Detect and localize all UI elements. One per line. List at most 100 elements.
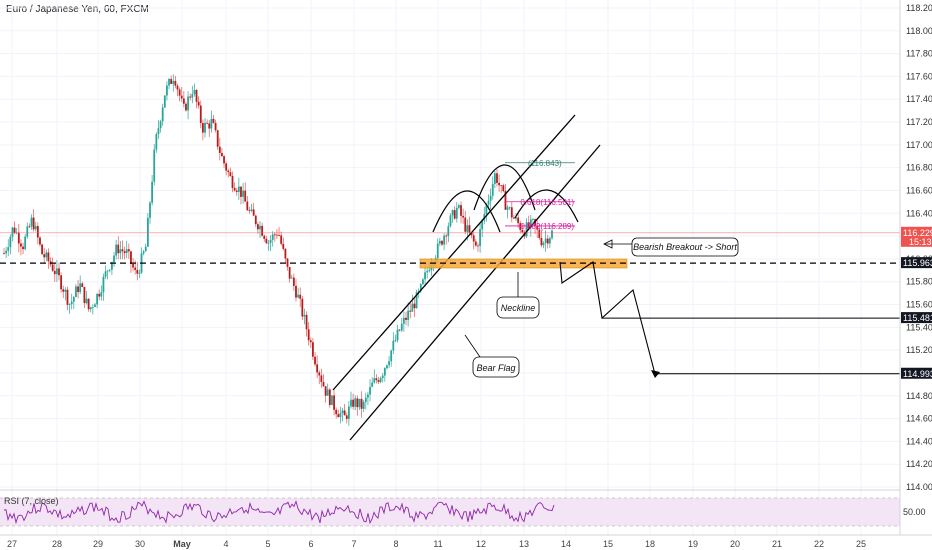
candle-body: [529, 219, 532, 228]
price-tag-label: 115.963: [903, 258, 932, 268]
candle-body: [508, 207, 511, 209]
rsi-panel: RSI (7, close) 50.00: [0, 489, 926, 527]
candle-body: [223, 156, 225, 164]
candle-body: [64, 289, 67, 292]
candle-body: [305, 314, 308, 330]
candle-body: [66, 289, 69, 305]
fib-label: 0.382(116.289): [520, 222, 574, 231]
candle-body: [263, 235, 266, 239]
candle-body: [218, 146, 221, 153]
candle-body: [367, 394, 369, 398]
right-shoulder-arc: [514, 189, 579, 223]
x-tick-label: 19: [688, 539, 698, 549]
candle-body: [426, 271, 429, 273]
candle-body: [519, 223, 522, 230]
candle-body: [455, 207, 458, 219]
candle-body: [70, 301, 73, 305]
candle-body: [273, 234, 276, 236]
candle-body: [136, 269, 139, 274]
candle-body: [231, 175, 234, 189]
candle-body: [134, 267, 137, 270]
candle-body: [250, 209, 253, 211]
candle-body: [153, 149, 156, 182]
candle-body: [417, 291, 420, 293]
candle-body: [79, 283, 82, 293]
candle-body: [178, 89, 181, 96]
candle-body: [460, 205, 462, 216]
y-tick-label: 114.000: [906, 482, 932, 492]
candle-body: [513, 217, 515, 219]
y-tick-label: 117.400: [906, 94, 932, 104]
candle-body: [438, 240, 441, 244]
candle-body: [149, 202, 151, 218]
candle-body: [193, 90, 196, 95]
candle-body: [159, 121, 162, 129]
x-gridlines: [11, 0, 862, 535]
candle-body: [307, 329, 310, 341]
candle-body: [191, 94, 194, 98]
x-tick-label: 30: [135, 539, 145, 549]
candle-body: [195, 90, 198, 102]
candle-body: [341, 410, 344, 414]
candle-body: [210, 118, 213, 129]
candle-body: [24, 236, 27, 250]
candle-body: [72, 296, 75, 302]
candle-body: [53, 270, 56, 275]
candle-body: [30, 217, 33, 227]
candle-body: [470, 232, 473, 236]
candle-body: [144, 246, 147, 252]
neckline-label: Neckline: [501, 303, 536, 313]
candle-body: [464, 217, 467, 232]
candle-body: [68, 304, 71, 305]
candle-body: [288, 266, 291, 279]
y-tick-label: 117.800: [906, 49, 932, 59]
y-tick-label: 115.800: [906, 277, 932, 287]
candle-body: [335, 409, 338, 415]
candle-body: [278, 235, 280, 236]
candle-body: [428, 269, 431, 272]
candle-body: [259, 225, 261, 230]
candle-body: [504, 191, 507, 210]
candle-body: [235, 190, 238, 192]
candle-body: [62, 289, 65, 292]
candle-body: [45, 252, 48, 258]
rsi-level-label: 50.00: [903, 507, 926, 517]
candle-body: [284, 248, 287, 259]
candle-body: [106, 270, 109, 272]
candle-body: [142, 251, 145, 254]
candle-body: [360, 398, 363, 409]
candle-body: [151, 181, 154, 203]
candle-body: [540, 237, 543, 246]
x-tick-label: 12: [476, 539, 486, 549]
time-axis[interactable]: 27 28 29 30 May 4 5 6 7 8 11 12 13 14 15 18 19 20 21 22 25: [7, 539, 866, 549]
candle-body: [369, 386, 371, 395]
y-tick-label: 115.600: [906, 300, 932, 310]
candle-body: [487, 200, 490, 205]
price-tag: [901, 226, 932, 247]
candle-body: [41, 244, 43, 255]
y-tick-label: 118.000: [906, 26, 932, 36]
candle-body: [180, 95, 183, 99]
candle-body: [479, 229, 481, 246]
x-tick-label: 11: [433, 539, 442, 549]
price-tag: [901, 312, 932, 324]
x-tick-label: 25: [856, 539, 866, 549]
candle-body: [345, 415, 348, 419]
candle-body: [55, 268, 58, 275]
x-tick-label: 8: [393, 539, 398, 549]
x-tick-label: 20: [730, 539, 740, 549]
candle-body: [130, 251, 132, 264]
candle-body: [121, 249, 124, 252]
candle-body: [87, 298, 90, 310]
candle-body: [517, 217, 520, 224]
candle-body: [447, 226, 450, 236]
x-tick-label: 14: [561, 539, 571, 549]
candle-body: [189, 96, 192, 98]
candle-body: [39, 237, 41, 245]
candle-body: [91, 306, 94, 308]
candle-body: [443, 235, 445, 245]
x-tick-label: 5: [265, 539, 270, 549]
y-tick-label: 114.400: [906, 436, 932, 446]
candle-body: [47, 252, 50, 262]
